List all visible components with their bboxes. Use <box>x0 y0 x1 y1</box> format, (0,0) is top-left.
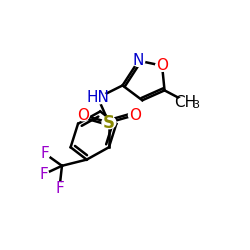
Ellipse shape <box>54 182 65 194</box>
Ellipse shape <box>132 55 145 66</box>
Ellipse shape <box>156 60 168 71</box>
Text: O: O <box>156 58 168 73</box>
Text: 3: 3 <box>192 100 200 110</box>
Text: F: F <box>55 180 64 196</box>
Ellipse shape <box>39 148 50 159</box>
Ellipse shape <box>102 116 116 129</box>
Ellipse shape <box>38 169 49 180</box>
Text: HN: HN <box>86 90 109 105</box>
Text: S: S <box>103 114 115 132</box>
Ellipse shape <box>89 92 107 104</box>
Text: O: O <box>129 108 141 122</box>
Text: CH: CH <box>174 95 197 110</box>
Text: F: F <box>40 146 49 161</box>
Ellipse shape <box>128 110 141 121</box>
Ellipse shape <box>177 96 199 109</box>
Text: N: N <box>133 53 144 68</box>
Text: F: F <box>39 167 48 182</box>
Text: O: O <box>77 108 89 122</box>
Ellipse shape <box>76 110 90 121</box>
